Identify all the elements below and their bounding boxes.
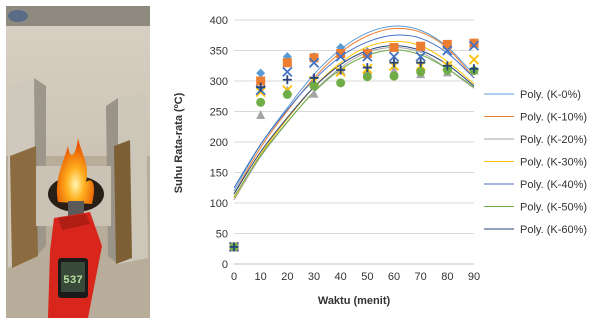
legend-label: Poly. (K-0%) bbox=[520, 89, 581, 101]
data-point bbox=[416, 67, 426, 77]
data-points bbox=[228, 38, 480, 253]
trend-curve bbox=[233, 27, 475, 195]
y-tick-label: 350 bbox=[210, 46, 228, 58]
y-tick-label: 200 bbox=[210, 137, 228, 149]
legend: Poly. (K-0%) Poly. (K-10%) Poly. (K-20%) Po… bbox=[484, 89, 587, 236]
data-point bbox=[336, 78, 346, 88]
data-point bbox=[362, 51, 373, 62]
legend-label: Poly. (K-40%) bbox=[520, 179, 587, 191]
y-tick-label: 250 bbox=[210, 107, 228, 119]
data-point bbox=[256, 76, 266, 86]
data-point bbox=[256, 82, 266, 92]
trend-curve bbox=[233, 34, 475, 189]
trend-curve bbox=[233, 46, 475, 201]
trend-curve bbox=[233, 49, 475, 198]
data-point bbox=[416, 41, 426, 51]
legend-label: Poly. (K-50%) bbox=[520, 202, 587, 214]
x-tick-label: 20 bbox=[281, 271, 293, 283]
y-tick-label: 50 bbox=[216, 229, 228, 241]
x-tick-label: 10 bbox=[255, 271, 267, 283]
data-point bbox=[256, 68, 266, 78]
legend-label: Poly. (K-60%) bbox=[520, 224, 587, 236]
thermometer-reading: 537 bbox=[63, 275, 83, 287]
legend-label: Poly. (K-20%) bbox=[520, 134, 587, 146]
data-point bbox=[282, 75, 292, 85]
y-tick-label: 0 bbox=[222, 259, 228, 271]
data-point bbox=[416, 58, 426, 68]
data-point bbox=[255, 86, 266, 98]
data-point bbox=[362, 63, 372, 73]
legend-label: Poly. (K-30%) bbox=[520, 157, 587, 169]
data-point bbox=[256, 110, 266, 120]
data-point bbox=[282, 58, 292, 68]
trend-curve bbox=[233, 40, 475, 199]
data-point bbox=[308, 57, 320, 68]
x-tick-label: 40 bbox=[335, 271, 347, 283]
data-point bbox=[469, 64, 479, 74]
data-point bbox=[442, 61, 452, 71]
data-point bbox=[309, 53, 319, 63]
x-tick-label: 30 bbox=[308, 271, 320, 283]
data-point bbox=[282, 66, 293, 77]
data-point bbox=[468, 40, 480, 51]
x-tick-label: 50 bbox=[361, 271, 373, 283]
data-point bbox=[309, 73, 319, 83]
x-axis-title: Waktu (menit) bbox=[318, 295, 391, 307]
data-point bbox=[256, 97, 266, 107]
data-point bbox=[336, 65, 346, 75]
y-tick-label: 300 bbox=[210, 76, 228, 88]
trend-curves bbox=[233, 25, 475, 201]
tick-labels: 0 50 100 150 200 250 300 350 400 0 10 20 30 40 50 60 70 8… bbox=[210, 15, 480, 283]
data-point bbox=[336, 49, 346, 59]
x-tick-label: 60 bbox=[388, 271, 400, 283]
data-point bbox=[362, 49, 372, 59]
data-point bbox=[335, 51, 346, 62]
data-point bbox=[362, 72, 372, 82]
x-tick-label: 70 bbox=[415, 271, 427, 283]
legend-label: Poly. (K-10%) bbox=[520, 112, 587, 124]
x-tick-label: 90 bbox=[468, 271, 480, 283]
data-point bbox=[389, 58, 399, 68]
burner-with-thermometer-photo: 537 bbox=[6, 6, 150, 318]
data-point bbox=[468, 54, 480, 65]
data-point bbox=[415, 51, 426, 62]
y-axis-title: Suhu Rata-rata (ºC) bbox=[173, 92, 185, 193]
trend-curve bbox=[233, 25, 475, 192]
data-point bbox=[469, 38, 479, 48]
data-point bbox=[389, 42, 399, 52]
trend-curve bbox=[233, 45, 475, 195]
data-point bbox=[309, 88, 319, 98]
x-tick-label: 0 bbox=[231, 271, 237, 283]
data-point bbox=[442, 39, 452, 49]
y-tick-label: 400 bbox=[210, 15, 228, 27]
data-point bbox=[389, 71, 399, 81]
data-point bbox=[229, 242, 239, 252]
y-tick-label: 150 bbox=[210, 168, 228, 180]
data-point bbox=[442, 45, 453, 56]
x-tick-label: 80 bbox=[441, 271, 453, 283]
data-point bbox=[282, 89, 292, 99]
y-tick-label: 100 bbox=[210, 198, 228, 210]
data-point bbox=[309, 81, 319, 91]
temperature-chart: 0 50 100 150 200 250 300 350 400 0 10 20 30 40 50 60 70 8… bbox=[173, 15, 587, 307]
data-point bbox=[388, 51, 400, 62]
